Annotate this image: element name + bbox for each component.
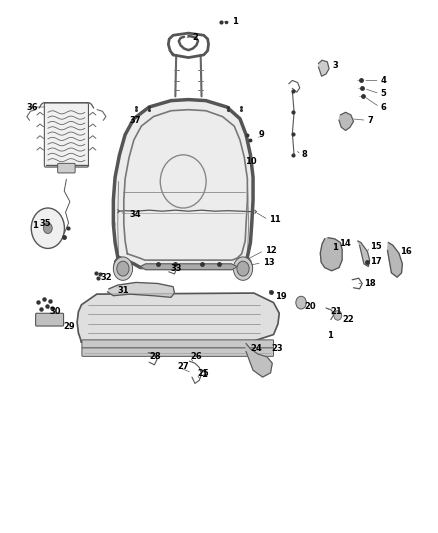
Polygon shape [246,344,272,377]
Polygon shape [141,264,237,270]
Text: 1: 1 [332,244,339,253]
Text: 27: 27 [177,362,189,371]
Circle shape [334,311,342,320]
Text: 9: 9 [258,130,264,139]
Text: 3: 3 [332,61,338,70]
FancyBboxPatch shape [44,103,88,167]
Text: 31: 31 [118,286,129,295]
Text: 20: 20 [304,302,316,311]
Text: 30: 30 [49,307,61,316]
Text: 1: 1 [201,370,207,379]
Text: 37: 37 [130,116,141,125]
Text: 17: 17 [370,257,381,265]
Text: 25: 25 [197,369,209,378]
Polygon shape [339,112,353,131]
Circle shape [117,261,129,276]
Text: 32: 32 [100,273,112,281]
Text: 23: 23 [272,344,283,353]
Text: 1: 1 [32,221,38,230]
Circle shape [237,261,249,276]
Text: 4: 4 [381,76,386,85]
Text: 5: 5 [381,89,386,98]
FancyBboxPatch shape [35,313,64,326]
Circle shape [43,223,52,233]
Circle shape [113,257,133,280]
Text: 29: 29 [63,321,75,330]
Polygon shape [358,241,370,266]
Text: 18: 18 [364,279,376,288]
Polygon shape [388,243,403,277]
Text: 12: 12 [265,246,276,255]
Circle shape [31,208,64,248]
Text: 35: 35 [39,220,51,229]
Text: 34: 34 [130,210,141,219]
Text: 14: 14 [339,239,351,248]
Text: 8: 8 [302,150,308,159]
Text: 28: 28 [149,352,161,361]
Circle shape [296,296,306,309]
Text: 24: 24 [251,344,262,353]
Text: 33: 33 [170,264,182,272]
FancyBboxPatch shape [82,348,274,357]
Text: 10: 10 [245,157,257,166]
Text: 36: 36 [27,102,39,111]
Text: 7: 7 [367,116,373,125]
Polygon shape [318,60,329,76]
FancyBboxPatch shape [58,164,75,173]
Polygon shape [320,238,342,271]
Text: 11: 11 [269,215,281,224]
Text: 2: 2 [193,34,199,43]
Text: 22: 22 [343,315,354,324]
Polygon shape [113,100,253,268]
Text: 1: 1 [232,18,238,27]
Text: 19: 19 [275,292,286,301]
Polygon shape [77,293,279,344]
Text: 16: 16 [400,247,412,256]
Circle shape [233,257,253,280]
Text: 13: 13 [263,259,274,267]
FancyBboxPatch shape [82,340,274,349]
Polygon shape [108,282,174,297]
Text: 1: 1 [327,331,333,340]
Text: 15: 15 [370,242,381,251]
Text: 26: 26 [191,352,202,361]
Text: 21: 21 [330,307,342,316]
Text: 6: 6 [381,102,386,111]
